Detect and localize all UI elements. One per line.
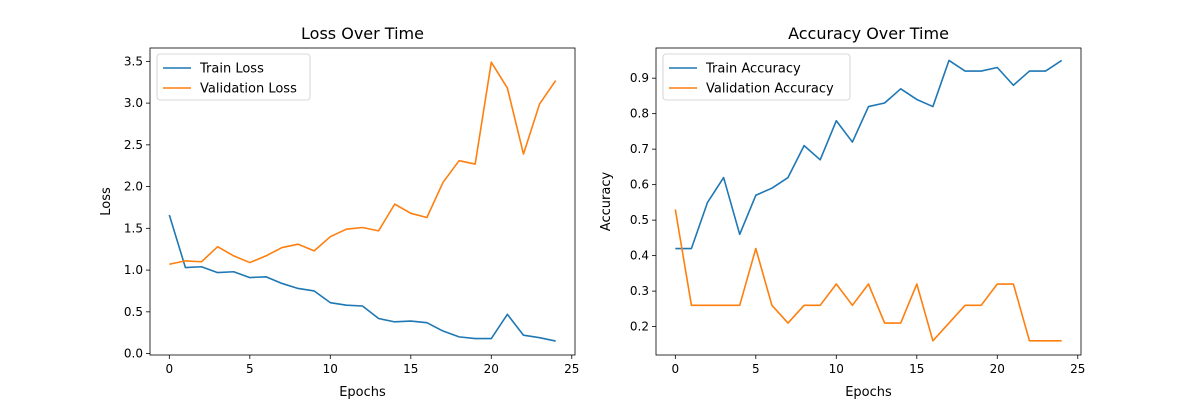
chart-title: Accuracy Over Time <box>788 24 949 43</box>
y-tick-label: 0.8 <box>630 107 649 121</box>
accuracy-chart: Accuracy Over Time 0 5 10 15 20 25 0.2 0.3 0.4 0.5… <box>599 24 1085 400</box>
x-tick-label: 25 <box>564 362 579 376</box>
x-axis-label: Epochs <box>845 385 892 400</box>
x-tick-label: 25 <box>1070 362 1085 376</box>
series-line-validation-accuracy <box>674 209 1062 342</box>
y-tick-label: 1.5 <box>124 221 143 235</box>
legend-box <box>662 53 851 101</box>
y-tick-label: 0.7 <box>630 142 649 156</box>
series-line-validation-loss <box>169 61 557 266</box>
x-tick-label: 5 <box>246 362 254 376</box>
y-tick-label: 0.0 <box>124 347 143 361</box>
x-tick-label: 20 <box>990 362 1005 376</box>
x-tick-label: 0 <box>671 362 679 376</box>
x-tick-label: 15 <box>403 362 418 376</box>
legend-label: Train Accuracy <box>705 62 801 77</box>
y-tick-label: 0.3 <box>630 284 649 298</box>
y-tick-label: 0.9 <box>630 71 649 85</box>
x-tick-label: 10 <box>323 362 338 376</box>
x-tick-label: 0 <box>165 362 173 376</box>
y-tick-label: 3.5 <box>124 54 143 68</box>
y-tick-label: 0.4 <box>630 249 649 263</box>
y-tick-label: 0.6 <box>630 178 649 192</box>
y-tick-label: 2.0 <box>124 180 143 194</box>
legend-box <box>156 53 311 101</box>
plot-frame <box>655 47 1082 356</box>
x-tick-label: 15 <box>909 362 924 376</box>
series-line-train-accuracy <box>675 59 1063 250</box>
x-tick-label: 20 <box>484 362 499 376</box>
y-tick-label: 0.2 <box>630 320 649 334</box>
y-axis-label: Accuracy <box>599 172 614 232</box>
plot-frame <box>149 47 576 356</box>
legend-label: Validation Loss <box>200 82 297 97</box>
legend-label: Validation Accuracy <box>706 82 834 97</box>
chart-title: Loss Over Time <box>301 24 424 43</box>
y-tick-label: 0.5 <box>124 305 143 319</box>
x-tick-label: 5 <box>752 362 760 376</box>
series-line-train-loss <box>168 214 556 342</box>
y-tick-label: 0.5 <box>630 213 649 227</box>
x-axis-label: Epochs <box>339 385 386 400</box>
loss-chart: Loss Over Time 0 5 10 15 20 25 0.0 0.5 1.0 1.5 2.0 2… <box>99 24 579 400</box>
y-tick-label: 3.0 <box>124 96 143 110</box>
y-tick-label: 2.5 <box>124 138 143 152</box>
y-axis-label: Loss <box>99 187 114 216</box>
legend-label: Train Loss <box>199 62 264 77</box>
y-tick-label: 1.0 <box>124 263 143 277</box>
x-tick-label: 10 <box>829 362 844 376</box>
